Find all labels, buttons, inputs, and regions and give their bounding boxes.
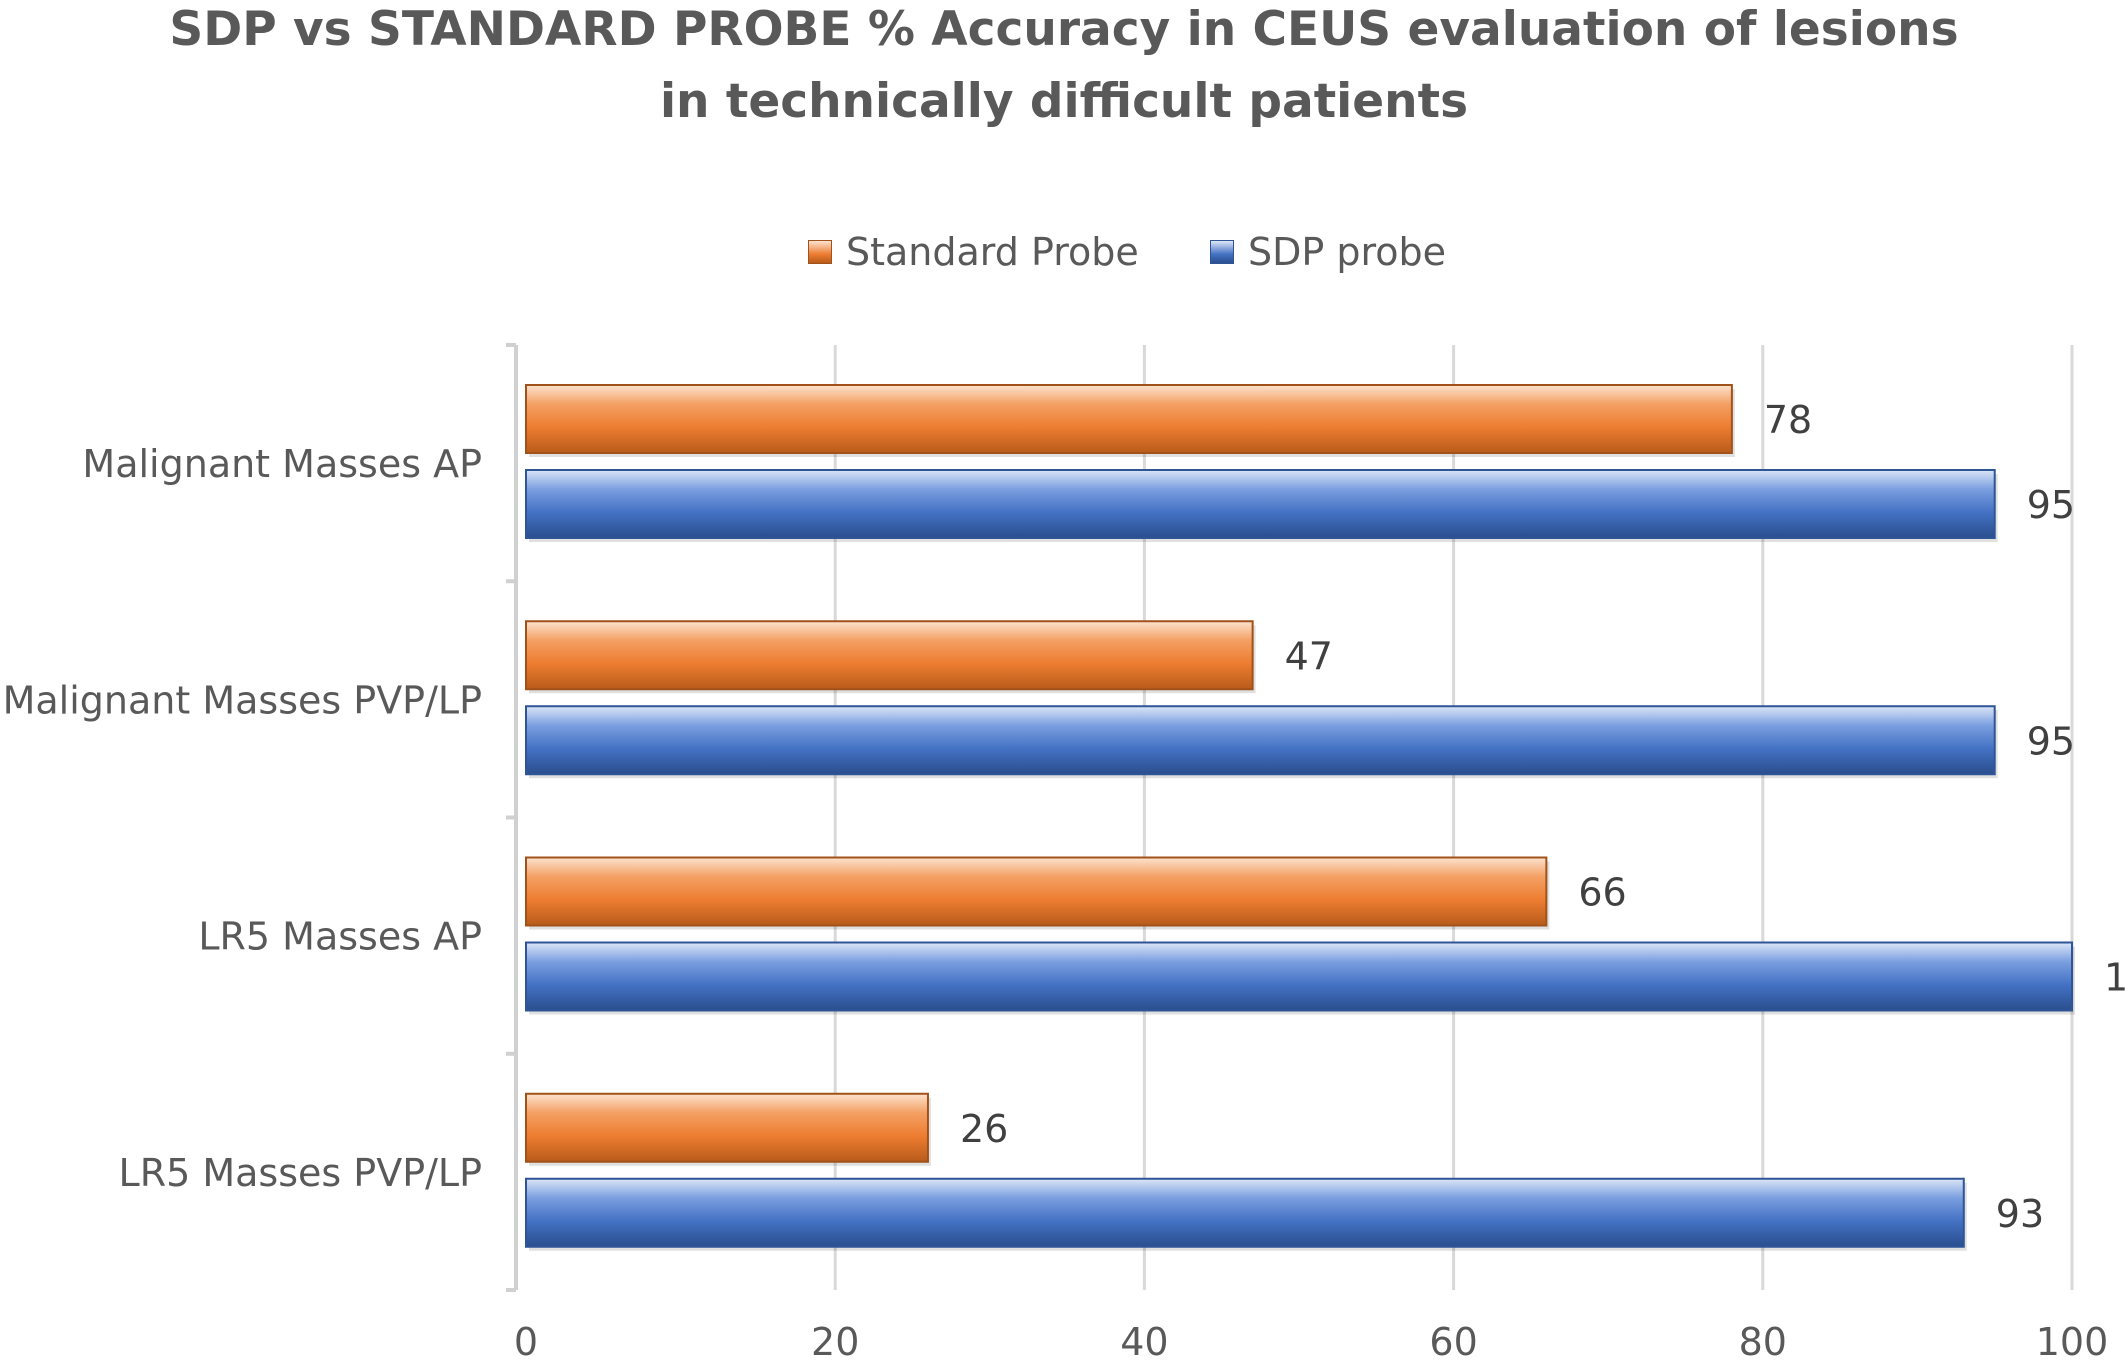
x-tick-label-40: 40 <box>1120 1320 1168 1364</box>
bar-standard-probe-lr5-masses-pvp-lp <box>525 1092 929 1163</box>
x-tick-label-0: 0 <box>514 1320 538 1364</box>
bar-standard-probe-malignant-masses-pvp-lp <box>525 620 1254 691</box>
legend-item-standard-probe: Standard Probe <box>808 224 1139 280</box>
x-tick-label-80: 80 <box>1739 1320 1787 1364</box>
category-label-malignant-masses-pvp-lp: Malignant Masses PVP/LP <box>3 678 482 722</box>
bar-sdp-probe-malignant-masses-pvp-lp <box>525 705 1996 776</box>
data-label-sdp-probe-malignant-masses-pvp-lp: 95 <box>2027 719 2075 763</box>
data-label-standard-probe-malignant-masses-pvp-lp: 47 <box>1285 634 1333 678</box>
bar-standard-probe-lr5-masses-ap <box>525 856 1548 927</box>
legend-item-sdp-probe: SDP probe <box>1210 224 1446 280</box>
bar-standard-probe-malignant-masses-ap <box>525 384 1733 454</box>
bar-sdp-probe-lr5-masses-pvp-lp <box>525 1177 1965 1248</box>
x-tick-label-60: 60 <box>1429 1320 1477 1364</box>
chart-title-line-2: in technically difficult patients <box>659 74 1469 129</box>
bar-sdp-probe-lr5-masses-ap <box>525 941 2073 1012</box>
legend-label-standard-probe: Standard Probe <box>846 230 1139 274</box>
category-label-lr5-masses-ap: LR5 Masses AP <box>198 915 482 959</box>
x-tick-label-100: 100 <box>2036 1320 2109 1364</box>
chart-title-line-1: SDP vs STANDARD PROBE % Accuracy in CEUS… <box>169 2 1959 57</box>
category-label-lr5-masses-pvp-lp: LR5 Masses PVP/LP <box>119 1151 482 1195</box>
data-label-sdp-probe-lr5-masses-pvp-lp: 93 <box>1996 1192 2044 1236</box>
bar-sdp-probe-malignant-masses-ap <box>525 469 1996 539</box>
data-label-standard-probe-lr5-masses-pvp-lp: 26 <box>960 1107 1008 1151</box>
data-label-sdp-probe-lr5-masses-ap: 100 <box>2104 956 2128 1000</box>
data-label-standard-probe-lr5-masses-ap: 66 <box>1578 871 1626 915</box>
data-label-standard-probe-malignant-masses-ap: 78 <box>1764 398 1812 442</box>
category-label-malignant-masses-ap: Malignant Masses AP <box>82 442 482 486</box>
legend: Standard Probe SDP probe <box>0 224 2128 280</box>
x-tick-label-20: 20 <box>811 1320 859 1364</box>
data-label-sdp-probe-malignant-masses-ap: 95 <box>2027 483 2075 527</box>
legend-swatch-standard-probe <box>808 240 832 264</box>
legend-swatch-sdp-probe <box>1210 240 1234 264</box>
legend-label-sdp-probe: SDP probe <box>1248 230 1447 274</box>
